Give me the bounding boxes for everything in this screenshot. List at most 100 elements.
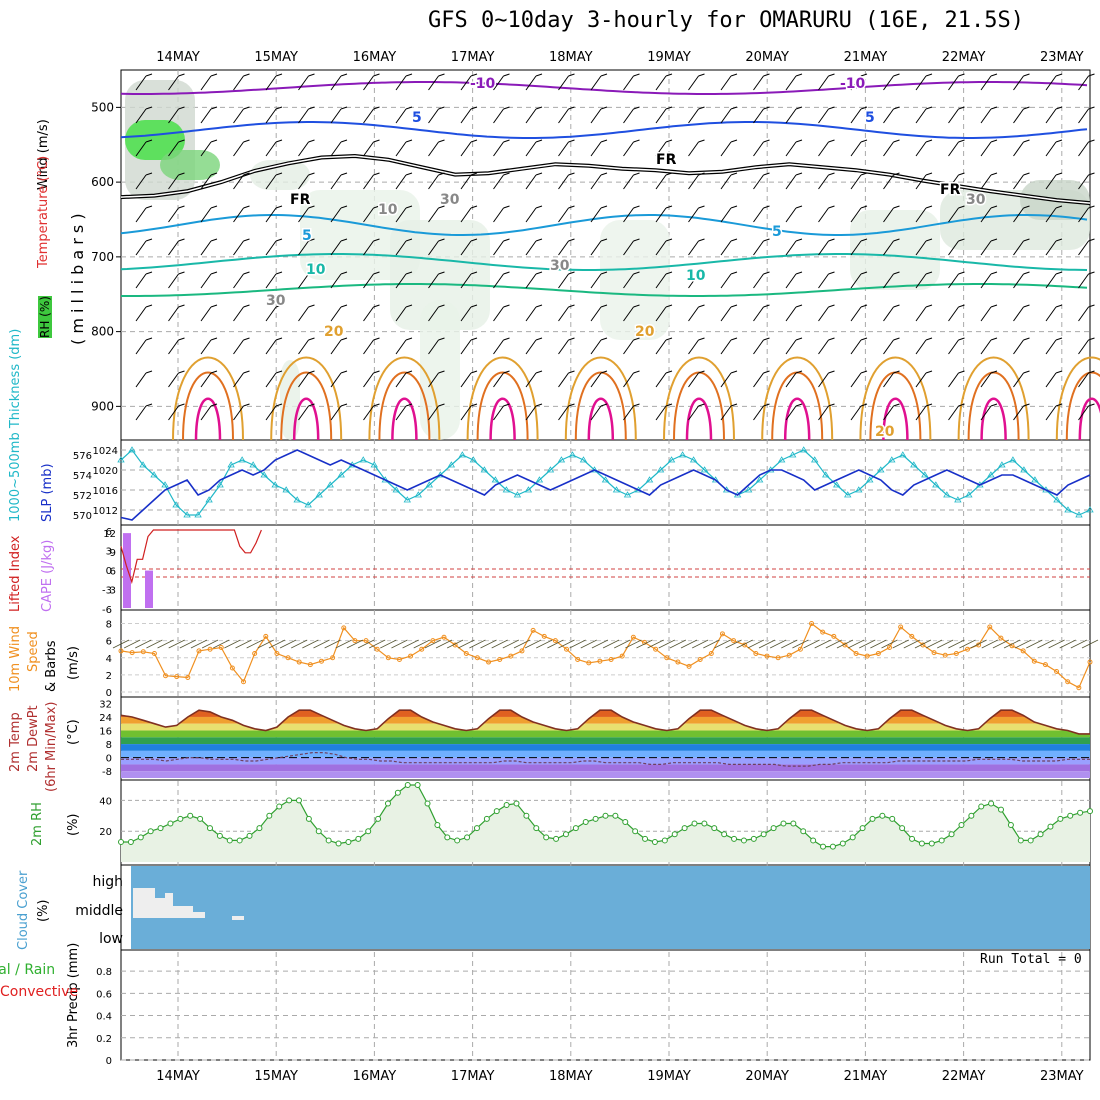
wind-barb-flag bbox=[958, 304, 965, 308]
wind-barb bbox=[493, 75, 504, 91]
rh-point bbox=[454, 837, 461, 844]
wind-barb bbox=[948, 108, 959, 124]
thickness-point bbox=[844, 491, 852, 498]
thickness-point bbox=[932, 481, 940, 488]
wind-barb bbox=[525, 339, 537, 355]
thickness-point bbox=[304, 501, 312, 508]
temp-tick-label: 32 bbox=[99, 699, 112, 710]
wind-barb-flag bbox=[893, 403, 900, 407]
date-label-bottom: 18MAY bbox=[549, 1069, 593, 1084]
wind-barb bbox=[948, 174, 959, 190]
wind-barb bbox=[720, 240, 732, 256]
wind10-barb bbox=[959, 639, 976, 649]
wind10-barb bbox=[435, 639, 453, 649]
isotherm-20-lobe bbox=[859, 356, 932, 441]
rh-blob bbox=[160, 150, 220, 180]
wind-barb-flag bbox=[145, 205, 153, 209]
wind-barb-flag bbox=[958, 139, 965, 143]
wind-barb-flag bbox=[698, 106, 705, 110]
wind10-barb bbox=[658, 639, 675, 649]
thickness-point bbox=[1020, 466, 1028, 473]
wind-barb bbox=[883, 306, 894, 322]
wind10-barb bbox=[346, 639, 364, 649]
wind-barb bbox=[883, 174, 894, 190]
wind-barb-flag bbox=[763, 106, 770, 110]
rh-point bbox=[177, 815, 184, 822]
wind-barb-flag bbox=[1055, 73, 1063, 77]
wind-barb-flag bbox=[243, 106, 250, 110]
wind-barb-flag bbox=[503, 370, 510, 374]
wind10-barb bbox=[803, 639, 820, 649]
wind-barb bbox=[590, 405, 602, 421]
wind-barb bbox=[818, 108, 829, 124]
thickness-point bbox=[315, 491, 323, 498]
wind-barb-flag bbox=[925, 106, 933, 110]
wind-barb bbox=[265, 339, 277, 355]
wind-barb bbox=[460, 405, 472, 421]
dewpoint-line bbox=[121, 751, 1090, 767]
wind-barb-flag bbox=[275, 106, 283, 110]
rh-point bbox=[681, 825, 688, 832]
rh-point bbox=[928, 840, 935, 847]
wind-barb-flag bbox=[893, 370, 900, 374]
wind-barb bbox=[233, 372, 244, 388]
rh-point bbox=[701, 820, 708, 827]
wind-barb bbox=[363, 372, 374, 388]
wind-barb-flag bbox=[340, 403, 348, 407]
thickness-point bbox=[601, 476, 610, 483]
wind-barb-flag bbox=[893, 271, 900, 275]
rh-point bbox=[820, 843, 827, 850]
rh-point bbox=[295, 797, 302, 804]
rh2m-unit-label: (%) bbox=[66, 813, 81, 837]
wind10-barb bbox=[458, 639, 475, 649]
wind-barb-flag bbox=[763, 337, 770, 341]
wind-barb bbox=[135, 141, 147, 157]
wind-barb-flag bbox=[665, 403, 673, 407]
wind-barb-flag bbox=[275, 271, 283, 275]
rh-point bbox=[1087, 808, 1093, 815]
wind-barb-flag bbox=[665, 139, 673, 143]
wind-speed-point bbox=[263, 633, 269, 639]
wind10-barb bbox=[324, 639, 341, 649]
isotherm-30-lobe bbox=[391, 397, 418, 441]
wind-barb bbox=[135, 75, 147, 91]
thickness-point bbox=[822, 471, 830, 478]
thickness-point bbox=[535, 476, 544, 483]
wind-barb bbox=[265, 207, 277, 223]
wind-barb-flag bbox=[145, 337, 153, 341]
isotherm-30-lobe bbox=[1078, 397, 1100, 441]
wind-barb-flag bbox=[210, 337, 218, 341]
wind-barb-flag bbox=[373, 172, 380, 176]
isotherm-plus10 bbox=[120, 253, 1088, 271]
wind-barb-flag bbox=[1055, 106, 1063, 110]
isotherm-20-lobe bbox=[957, 356, 1030, 441]
wind-barb bbox=[915, 108, 927, 124]
wind-barb bbox=[298, 141, 309, 157]
rh-point bbox=[365, 828, 372, 835]
precip-tick-label: 0.2 bbox=[96, 1034, 112, 1045]
wind-speed-point bbox=[463, 651, 469, 656]
wind-barb-flag bbox=[990, 271, 998, 275]
thickness-point bbox=[1075, 511, 1083, 518]
wind-speed-point bbox=[864, 653, 870, 659]
rh-point bbox=[414, 782, 421, 788]
wind-barb bbox=[1078, 108, 1089, 124]
wind10-barb bbox=[190, 639, 208, 649]
wind-barb-flag bbox=[405, 139, 413, 143]
wind-barb bbox=[980, 141, 992, 157]
isotherm-25-lobe bbox=[280, 371, 333, 441]
pressure-tick-label: 900 bbox=[91, 399, 114, 413]
wind10-barb bbox=[291, 639, 308, 649]
rh-point bbox=[1027, 837, 1034, 844]
wind-barb-flag bbox=[828, 403, 835, 407]
rh-point bbox=[948, 831, 955, 838]
wind-barb bbox=[623, 405, 634, 421]
wind-barb-flag bbox=[210, 205, 218, 209]
wind-barb bbox=[233, 75, 244, 91]
wind10-barb bbox=[825, 639, 843, 649]
wind-barb-flag bbox=[795, 271, 803, 275]
wind-speed-point bbox=[129, 650, 135, 656]
date-label-top: 18MAY bbox=[549, 50, 593, 65]
wind-barb-flag bbox=[860, 337, 868, 341]
wind-barb-flag bbox=[1055, 304, 1063, 308]
